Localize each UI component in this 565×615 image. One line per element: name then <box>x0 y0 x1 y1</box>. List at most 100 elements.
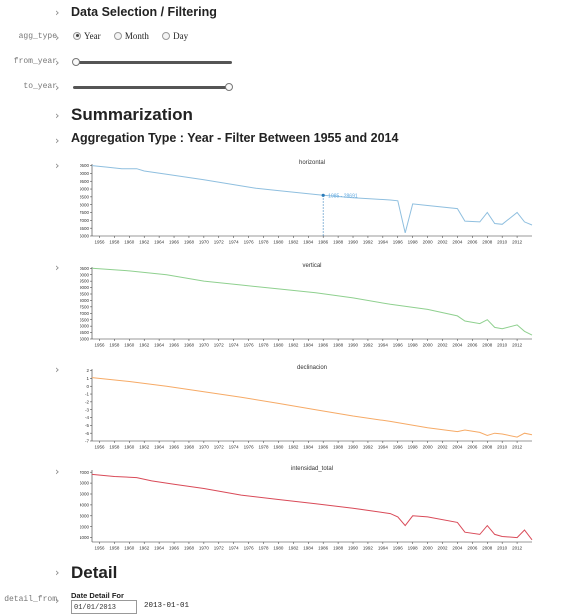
y-tick-label: 30500 <box>80 163 89 168</box>
radio-icon[interactable] <box>113 31 122 40</box>
y-tick-label: 18000 <box>80 298 89 303</box>
x-tick-label: 1956 <box>94 445 105 450</box>
x-tick-label: 2008 <box>482 445 493 450</box>
y-tick-label: 17500 <box>80 304 89 309</box>
vertical-chart[interactable]: vertical15000155001600016500170001750018… <box>80 258 538 352</box>
x-tick-label: 1958 <box>109 240 120 245</box>
y-tick-label: 34000 <box>80 503 89 508</box>
chevron-right-icon[interactable]: › <box>55 261 60 274</box>
declinacion-chart[interactable]: declinacion -7 -6 -5 -4 -3 -2 -1 0 1 2 1956 1958 1960… <box>80 360 538 454</box>
x-tick-label: 1976 <box>244 240 255 245</box>
x-tick-label: 1956 <box>94 546 105 551</box>
chevron-right-icon[interactable]: › <box>55 31 60 44</box>
x-tick-label: 1960 <box>124 343 135 348</box>
x-tick-label: 1998 <box>408 445 419 450</box>
x-tick-label: 1972 <box>214 445 225 450</box>
x-tick-label: 1972 <box>214 343 225 348</box>
x-tick-label: 2008 <box>482 343 493 348</box>
x-tick-label: 2000 <box>423 546 434 551</box>
x-tick-label: 1964 <box>154 546 165 551</box>
intensidad-total-chart[interactable]: intensidad_total 31000 32000 33000 34000 3500… <box>80 461 538 555</box>
x-tick-label: 1988 <box>333 343 344 348</box>
x-tick-label: 2000 <box>423 343 434 348</box>
agg-type-option-month[interactable]: Month <box>113 31 149 41</box>
agg-type-radio-group: Year Month Day <box>73 31 199 41</box>
x-tick-label: 1996 <box>393 343 404 348</box>
chart-title: intensidad_total <box>291 466 333 472</box>
radio-selected-icon[interactable] <box>73 31 81 40</box>
x-tick-label: 1984 <box>303 343 314 348</box>
chevron-right-icon[interactable]: › <box>55 594 60 607</box>
chevron-right-icon[interactable]: › <box>55 465 60 478</box>
y-tick-label: 20000 <box>80 272 89 277</box>
date-detail-input[interactable]: 01/01/2013 <box>71 600 137 614</box>
to-year-slider[interactable] <box>73 83 233 91</box>
x-tick-label: 1980 <box>273 240 284 245</box>
x-tick-label: 1964 <box>154 240 165 245</box>
x-tick-label: 1984 <box>303 445 314 450</box>
chart-title: vertical <box>302 263 321 269</box>
x-tick-label: 1960 <box>124 445 135 450</box>
x-tick-label: 1960 <box>124 546 135 551</box>
x-tick-label: 1970 <box>199 546 210 551</box>
x-tick-label: 1990 <box>348 445 359 450</box>
radio-icon[interactable] <box>162 31 171 40</box>
series-line <box>91 473 533 541</box>
x-tick-label: 1968 <box>184 343 195 348</box>
x-tick-label: 2012 <box>512 546 523 551</box>
x-tick-label: 2004 <box>452 445 463 450</box>
chevron-right-icon[interactable]: › <box>55 134 60 147</box>
y-tick-label: 1 <box>86 376 89 381</box>
x-tick-label: 1968 <box>184 546 195 551</box>
agg-type-option-year[interactable]: Year <box>73 31 101 41</box>
x-tick-label: 2010 <box>497 343 508 348</box>
chevron-right-icon[interactable]: › <box>55 109 60 122</box>
x-tick-label: 1972 <box>214 240 225 245</box>
x-tick-label: 2006 <box>467 546 478 551</box>
y-tick-label: 27000 <box>80 218 89 223</box>
y-tick-label: 31000 <box>80 535 89 540</box>
x-tick-label: 2004 <box>452 240 463 245</box>
y-tick-label: -6 <box>85 431 89 436</box>
x-tick-label: 2008 <box>482 546 493 551</box>
y-tick-label: -2 <box>85 399 89 404</box>
x-tick-label: 1988 <box>333 240 344 245</box>
x-tick-label: 1982 <box>288 546 299 551</box>
from-year-slider-handle[interactable] <box>72 58 80 66</box>
horizontal-chart[interactable]: horizontal 26000 26500 27000 27500 28000 28500… <box>80 155 538 249</box>
x-tick-label: 1994 <box>378 343 389 348</box>
chevron-right-icon[interactable]: › <box>55 566 60 579</box>
chevron-right-icon[interactable]: › <box>55 81 60 94</box>
agg-type-option-day[interactable]: Day <box>162 31 188 41</box>
y-tick-label: 19500 <box>80 279 89 284</box>
filter-section-title: Data Selection / Filtering <box>71 5 217 19</box>
chevron-right-icon[interactable]: › <box>55 6 60 19</box>
x-tick-label: 1974 <box>229 546 240 551</box>
x-tick-label: 2012 <box>512 240 523 245</box>
to-year-slider-handle[interactable] <box>225 83 233 91</box>
chevron-right-icon[interactable]: › <box>55 159 60 172</box>
x-tick-label: 1982 <box>288 240 299 245</box>
chevron-right-icon[interactable]: › <box>55 363 60 376</box>
chevron-right-icon[interactable]: › <box>55 56 60 69</box>
x-tick-label: 1986 <box>318 445 329 450</box>
y-tick-label: 26500 <box>80 226 89 231</box>
x-tick-label: 1996 <box>393 546 404 551</box>
x-tick-label: 1992 <box>363 240 374 245</box>
x-tick-label: 1962 <box>139 445 150 450</box>
x-tick-label: 1990 <box>348 343 359 348</box>
x-tick-label: 1992 <box>363 546 374 551</box>
y-tick-label: 17000 <box>80 311 89 316</box>
x-tick-label: 2006 <box>467 240 478 245</box>
y-tick-label: 29000 <box>80 187 89 192</box>
from-year-slider[interactable] <box>72 58 232 66</box>
y-tick-label: 35000 <box>80 492 89 497</box>
y-tick-label: 15500 <box>80 330 89 335</box>
y-tick-label: 2 <box>86 368 89 373</box>
x-tick-label: 1962 <box>139 546 150 551</box>
x-tick-label: 2002 <box>438 240 449 245</box>
x-tick-label: 1978 <box>259 343 270 348</box>
x-tick-label: 1970 <box>199 445 210 450</box>
y-tick-label: 32000 <box>80 524 89 529</box>
x-tick-label: 2006 <box>467 445 478 450</box>
